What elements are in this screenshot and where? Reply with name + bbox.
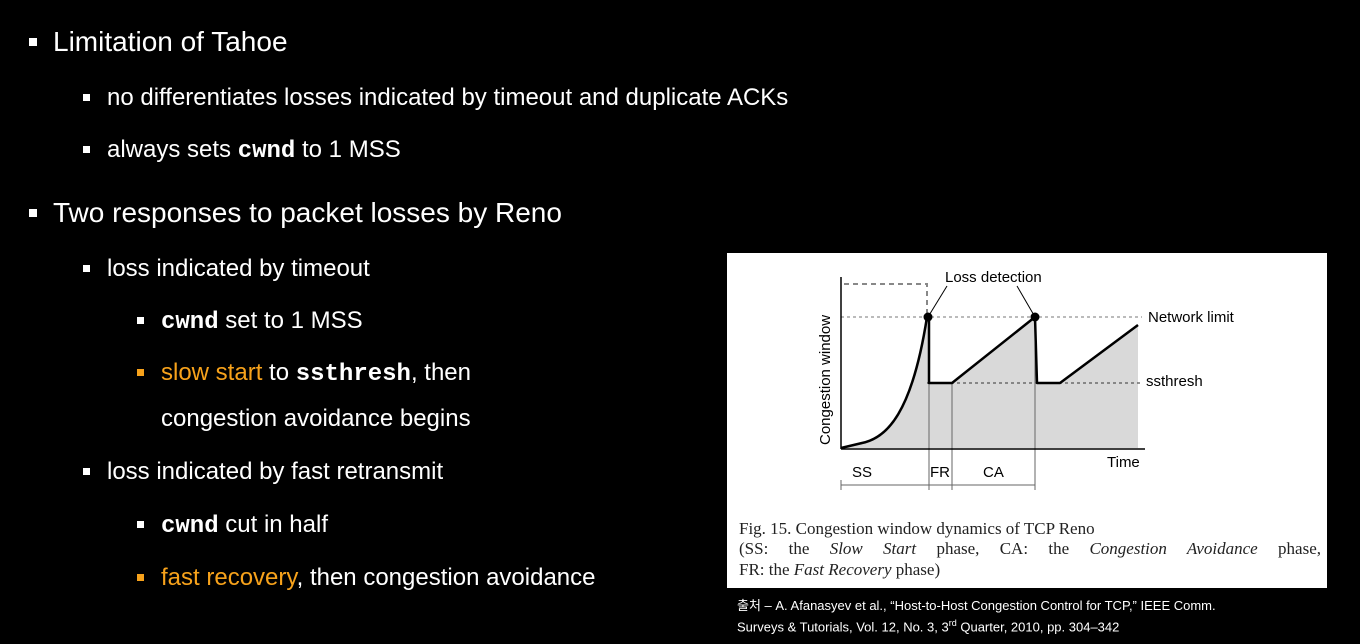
- reno-cwnd-diagram: Loss detection Network limit ssthresh Ti…: [817, 269, 1235, 490]
- code-cwnd: cwnd: [237, 138, 296, 165]
- reno-cwnd-figure: Loss detection Network limit ssthresh Ti…: [727, 253, 1327, 588]
- source-citation-line2: Surveys & Tutorials, Vol. 12, No. 3, 3rd…: [737, 618, 1120, 635]
- ssthresh-label: ssthresh: [1146, 373, 1203, 390]
- bullet-marker: [137, 521, 144, 528]
- phase-fr-label: FR: [930, 464, 950, 481]
- bullet-cwnd-set-to-1mss: cwnd set to 1 MSS: [137, 309, 363, 336]
- bullet-marker: [83, 146, 90, 153]
- bullet-marker: [137, 574, 144, 581]
- time-label: Time: [1107, 454, 1140, 471]
- bullet-marker: [83, 468, 90, 475]
- code-cwnd: cwnd: [161, 513, 219, 540]
- bullet-marker: [137, 317, 144, 324]
- source-citation-line1: 출처 – A. Afanasyev et al., “Host-to-Host …: [737, 598, 1216, 613]
- code-cwnd: cwnd: [161, 309, 219, 336]
- bullet-cwnd-cut-in-half: cwnd cut in half: [137, 513, 328, 540]
- loss-detection-label: Loss detection: [945, 269, 1042, 286]
- initial-ssthresh-dashed: [844, 283, 928, 317]
- bullet-continuation: congestion avoidance begins: [161, 405, 471, 432]
- bullet-marker: [29, 38, 37, 46]
- bullet-no-differentiates: no differentiates losses indicated by ti…: [83, 86, 788, 110]
- bullet-marker: [137, 369, 144, 376]
- code-ssthresh: ssthresh: [295, 361, 411, 388]
- bullet-fast-recovery: fast recovery, then congestion avoidance: [137, 564, 596, 591]
- network-limit-label: Network limit: [1148, 309, 1235, 326]
- bullet-limitation-of-tahoe: Limitation of Tahoe: [29, 28, 288, 56]
- y-axis-label: Congestion window: [817, 315, 834, 445]
- highlight-fast-recovery: fast recovery: [161, 564, 297, 591]
- phase-ca-label: CA: [983, 464, 1004, 481]
- figure-caption-line2: (SS: the Slow Start phase, CA: the Conge…: [739, 539, 1321, 558]
- bullet-marker: [83, 94, 90, 101]
- bullet-two-responses: Two responses to packet losses by Reno: [29, 199, 562, 227]
- figure-caption-line1: Fig. 15. Congestion window dynamics of T…: [739, 519, 1095, 538]
- bullet-marker: [83, 265, 90, 272]
- bullet-loss-by-fast-retransmit: loss indicated by fast retransmit: [83, 460, 443, 484]
- figure-caption-line3: FR: the Fast Recovery phase): [739, 560, 941, 579]
- bullet-always-sets-cwnd: always sets cwnd to 1 MSS: [83, 138, 401, 165]
- bullet-marker: [29, 209, 37, 217]
- loss-pointer-1: [927, 285, 948, 318]
- loss-pointer-2: [1016, 285, 1036, 318]
- cwnd-curve: [840, 315, 1139, 450]
- bullet-loss-by-timeout: loss indicated by timeout: [83, 257, 370, 281]
- bullet-slow-start: slow start to ssthresh, then: [137, 359, 471, 388]
- highlight-slow-start: slow start: [161, 359, 263, 386]
- phase-ss-label: SS: [852, 464, 872, 481]
